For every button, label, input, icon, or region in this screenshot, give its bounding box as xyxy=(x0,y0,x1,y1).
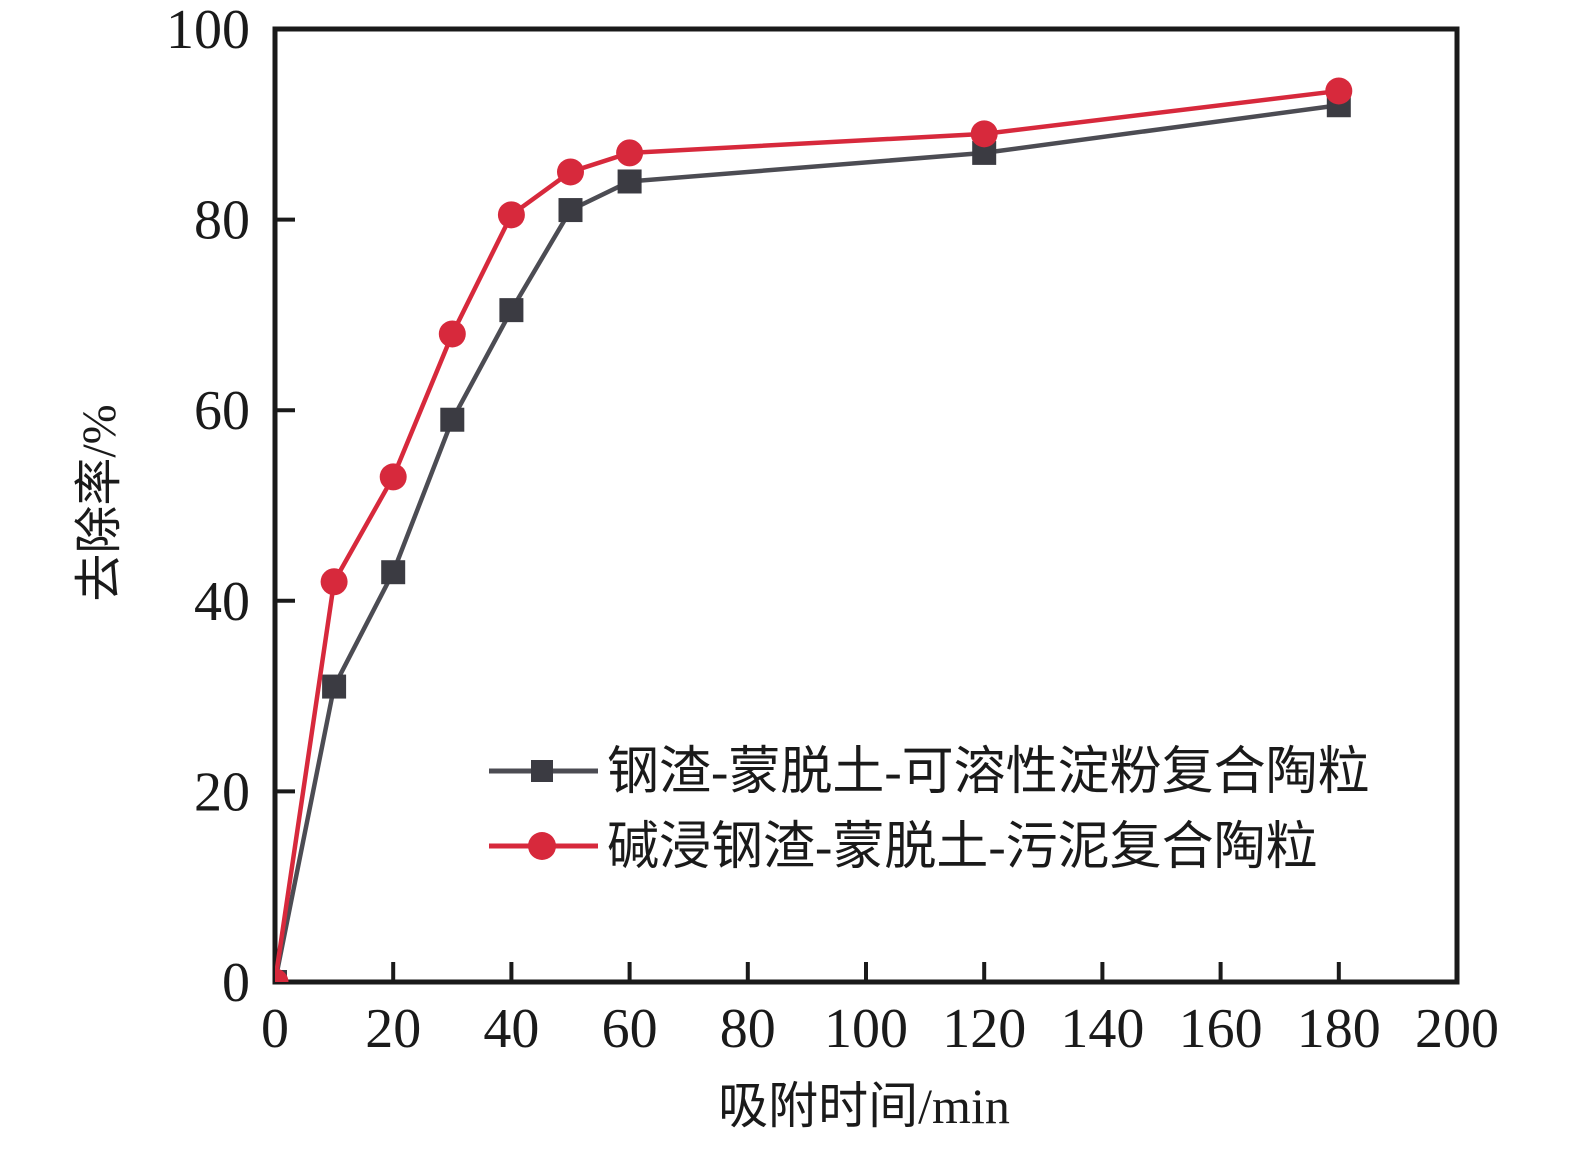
y-axis-title: 去除率/% xyxy=(73,404,126,602)
y-tick-label: 60 xyxy=(194,380,250,442)
x-tick-label: 120 xyxy=(942,998,1026,1060)
data-point-square xyxy=(558,198,583,223)
x-tick-label: 140 xyxy=(1060,998,1144,1060)
x-tick-label: 200 xyxy=(1415,998,1499,1060)
x-tick-label: 40 xyxy=(483,998,539,1060)
y-tick-label: 80 xyxy=(194,190,250,252)
y-tick-label: 100 xyxy=(166,0,250,61)
y-tick-label: 20 xyxy=(194,761,250,823)
data-point-circle xyxy=(438,320,466,348)
y-tick-label: 0 xyxy=(222,952,250,1014)
y-tick-label: 40 xyxy=(194,571,250,633)
data-point-circle xyxy=(616,139,644,167)
x-tick-label: 100 xyxy=(824,998,908,1060)
data-point-square xyxy=(499,298,524,323)
legend-marker-square xyxy=(531,760,553,782)
data-point-square xyxy=(381,560,406,585)
x-tick-label: 180 xyxy=(1297,998,1381,1060)
x-tick-label: 20 xyxy=(365,998,421,1060)
data-point-circle xyxy=(970,120,998,148)
x-tick-label: 160 xyxy=(1179,998,1263,1060)
data-point-circle xyxy=(275,968,289,982)
data-point-square xyxy=(322,674,347,699)
data-point-circle xyxy=(1325,77,1353,105)
x-axis-title: 吸附时间/min xyxy=(718,1078,1010,1134)
data-point-circle xyxy=(379,463,407,491)
data-point-circle xyxy=(557,158,584,186)
legend-label-0: 钢渣-蒙脱土-可溶性淀粉复合陶粒 xyxy=(607,744,1370,801)
data-point-circle xyxy=(497,201,525,229)
series-group xyxy=(275,77,1353,982)
legend-label-1: 碱浸钢渣-蒙脱土-污泥复合陶粒 xyxy=(607,819,1318,876)
data-point-square xyxy=(440,407,465,432)
data-point-circle xyxy=(320,568,348,596)
x-tick-label: 0 xyxy=(261,998,289,1060)
legend-marker-circle xyxy=(528,832,556,860)
data-point-square xyxy=(617,169,642,194)
x-tick-label: 60 xyxy=(602,998,658,1060)
x-tick-label: 80 xyxy=(720,998,776,1060)
